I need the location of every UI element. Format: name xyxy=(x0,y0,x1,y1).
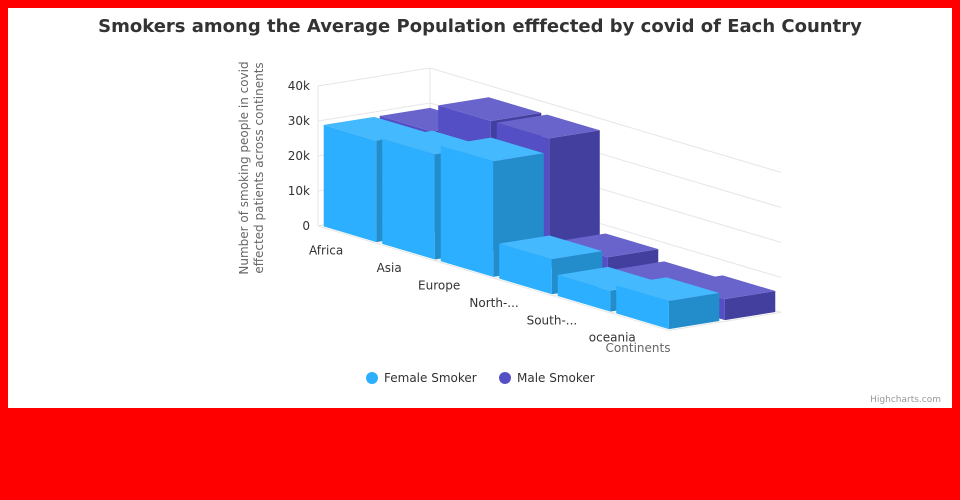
bar-male-5-top-face xyxy=(672,275,776,300)
category-label-0: Africa xyxy=(309,244,343,258)
bar-male-2-side-face xyxy=(549,130,600,268)
floor-edge-0 xyxy=(317,225,670,331)
bar-layer xyxy=(323,97,776,330)
category-labels: Africa Asia Europe North-... South-... oceani… xyxy=(309,244,636,345)
legend-item-female[interactable]: Female Smoker xyxy=(366,371,477,385)
chart-svg: Smokers among the Average Population eff… xyxy=(98,16,941,405)
credits-link[interactable]: Highcharts.com xyxy=(870,395,941,405)
bar-female-5-top-face xyxy=(616,277,720,302)
legend-male-label[interactable]: Male Smoker xyxy=(517,371,595,385)
bar-male-2-top-face xyxy=(496,114,600,139)
x-axis-title: Continents xyxy=(606,341,671,355)
y-axis-title-line-2: effected patients across continents xyxy=(252,62,266,273)
bar-female-2-front-face xyxy=(440,145,494,277)
y-tick-label-4: 40k xyxy=(288,79,310,93)
category-label-3: North-... xyxy=(469,296,518,310)
category-label-1: Asia xyxy=(377,261,402,275)
floor-gridline-6 xyxy=(668,311,782,331)
legend-male-marker[interactable] xyxy=(499,372,511,384)
legend-item-male[interactable]: Male Smoker xyxy=(499,371,595,385)
y-tick-labels: 0 10k 20k 30k 40k xyxy=(288,79,310,233)
bar-female-5-front-face xyxy=(616,285,669,330)
bar-male-1-top-face xyxy=(438,97,542,121)
bar-female-3-top-face xyxy=(499,235,603,260)
legend-female-marker[interactable] xyxy=(366,372,378,384)
legend: Female Smoker Male Smoker xyxy=(366,371,595,385)
bar-female-2-top-face xyxy=(440,137,544,162)
bar-female-5-side-face xyxy=(668,292,720,330)
y-tick-label-3: 30k xyxy=(288,114,310,128)
y-tick-label-2: 20k xyxy=(288,149,310,163)
y-tick-label-0: 0 xyxy=(302,219,310,233)
chart-title: Smokers among the Average Population eff… xyxy=(98,16,862,37)
bar-female-1-front-face xyxy=(382,138,435,260)
bar-female-0-front-face xyxy=(323,124,377,243)
bar-female-4-front-face xyxy=(557,275,611,312)
bar-male-3-top-face xyxy=(555,233,659,258)
y-axis-title-line-1: Number of smoking people in covid xyxy=(237,61,251,274)
y-tick-label-1: 10k xyxy=(288,184,310,198)
category-label-4: South-... xyxy=(527,313,578,327)
bar-female-5 xyxy=(616,277,720,330)
bar-male-4-top-face xyxy=(613,261,717,286)
category-label-5: oceania xyxy=(589,331,636,345)
chart-card: Smokers among the Average Population eff… xyxy=(8,8,952,408)
bar-male-5-side-face xyxy=(724,290,776,321)
bar-female-3-front-face xyxy=(499,243,552,295)
legend-female-label[interactable]: Female Smoker xyxy=(384,371,477,385)
bar-female-0-top-face xyxy=(323,116,427,141)
category-label-2: Europe xyxy=(418,279,460,293)
